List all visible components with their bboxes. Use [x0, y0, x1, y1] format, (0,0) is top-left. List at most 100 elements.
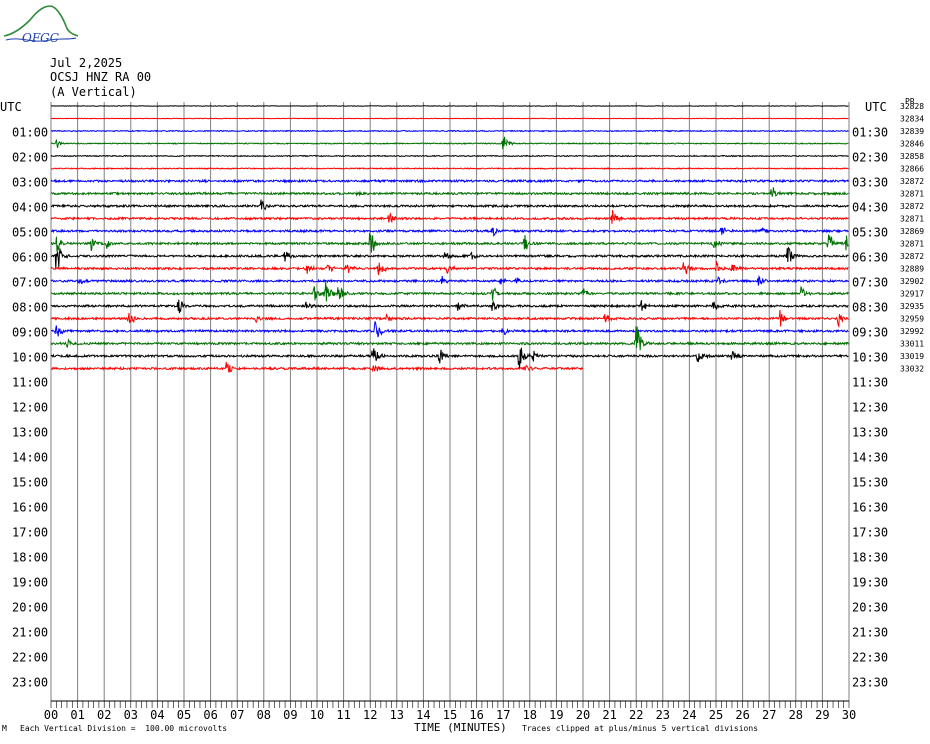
- right-hour-label: 22:30: [852, 651, 888, 665]
- logo-text: OFGC: [22, 31, 59, 45]
- logo-wave: [5, 37, 77, 42]
- x-tick-label: 21: [602, 708, 616, 722]
- x-tick-label: 29: [815, 708, 829, 722]
- trace-row: [50, 326, 849, 351]
- left-hour-label: 14:00: [12, 451, 48, 465]
- division-note: Each Vertical Division = 100.00 microvol…: [20, 724, 228, 733]
- right-hour-label: 04:30: [852, 201, 888, 215]
- trace-offset-label: 32902: [900, 277, 924, 286]
- trace-offset-label: 32828: [900, 102, 924, 111]
- x-tick-label: 27: [762, 708, 776, 722]
- left-hour-label: 02:00: [12, 151, 48, 165]
- seismic-traces: [50, 105, 849, 373]
- x-tick-label: 13: [390, 708, 404, 722]
- trace-row: [50, 154, 849, 158]
- trace-row: [50, 274, 849, 286]
- left-hour-label: 09:00: [12, 326, 48, 340]
- x-tick-label: 30: [842, 708, 856, 722]
- x-tick-label: 25: [709, 708, 723, 722]
- x-tick-label: 24: [682, 708, 696, 722]
- trace-offset-label: 32846: [900, 140, 924, 149]
- trace-row: [50, 299, 849, 314]
- right-hour-label: 13:30: [852, 426, 888, 440]
- trace-row: [50, 187, 849, 197]
- trace-row: [50, 167, 849, 170]
- right-hour-label: 07:30: [852, 276, 888, 290]
- trace-offset-label: 33019: [900, 352, 924, 361]
- trace-row: [50, 178, 849, 184]
- trace-offset-label: 32871: [900, 190, 924, 199]
- logo-mountain: [3, 5, 79, 37]
- right-hour-label: 01:30: [852, 126, 888, 140]
- right-hour-label: 14:30: [852, 451, 888, 465]
- x-tick-label: 08: [257, 708, 271, 722]
- left-hour-label: 17:00: [12, 526, 48, 540]
- x-tick-label: 23: [656, 708, 670, 722]
- left-hour-label: 23:00: [12, 676, 48, 690]
- axis-labels: 00 01 02 03 04 05 06 07 08 09 10 11 12 13 14 15 16 17 18 19…: [12, 102, 924, 722]
- station-channel: OCSJ HNZ RA 00: [50, 70, 152, 84]
- trace-offset-label: 32858: [900, 152, 924, 161]
- right-hour-label: 10:30: [852, 351, 888, 365]
- trace-row: [50, 226, 849, 238]
- trace-offset-label: 32917: [900, 290, 924, 299]
- left-hour-label: 15:00: [12, 476, 48, 490]
- left-hour-label: 19:00: [12, 576, 48, 590]
- trace-row: [50, 129, 849, 133]
- trace-row: [50, 281, 849, 302]
- left-hour-label: 06:00: [12, 251, 48, 265]
- right-hour-label: 09:30: [852, 326, 888, 340]
- trace-offset-label: 32834: [900, 115, 924, 124]
- left-hour-label: 18:00: [12, 551, 48, 565]
- x-tick-label: 11: [336, 708, 350, 722]
- right-hour-label: 03:30: [852, 176, 888, 190]
- trace-row: [50, 347, 849, 370]
- right-hour-label: 08:30: [852, 301, 888, 315]
- x-tick-label: 00: [44, 708, 58, 722]
- right-hour-label: 02:30: [852, 151, 888, 165]
- ofgc-logo: OFGC: [3, 5, 79, 45]
- right-hour-label: 16:30: [852, 501, 888, 515]
- right-hour-label: 06:30: [852, 251, 888, 265]
- right-hour-label: 05:30: [852, 226, 888, 240]
- trace-row: [50, 309, 849, 329]
- left-hour-label: 20:00: [12, 601, 48, 615]
- x-tick-label: 04: [150, 708, 164, 722]
- x-tick-label: 01: [70, 708, 84, 722]
- right-hour-label: 18:30: [852, 551, 888, 565]
- right-hour-label: 12:30: [852, 401, 888, 415]
- trace-offset-label: 32935: [900, 302, 924, 311]
- left-hour-label: 13:00: [12, 426, 48, 440]
- x-tick-label: 10: [310, 708, 324, 722]
- trace-offset-label: 32869: [900, 227, 924, 236]
- left-utc-label: UTC: [0, 100, 22, 114]
- trace-row: [50, 209, 849, 224]
- trace-offset-label: 32839: [900, 127, 924, 136]
- trace-offset-label: 32871: [900, 215, 924, 224]
- x-tick-label: 05: [177, 708, 191, 722]
- trace-row: [50, 361, 584, 373]
- minute-grid: [50, 102, 850, 708]
- trace-offset-label: 32959: [900, 315, 924, 324]
- record-date: Jul 2,2025: [50, 56, 123, 70]
- left-hour-label: 04:00: [12, 201, 48, 215]
- x-tick-label: 28: [789, 708, 803, 722]
- left-hour-label: 21:00: [12, 626, 48, 640]
- x-tick-label: 17: [496, 708, 510, 722]
- x-tick-label: 18: [523, 708, 537, 722]
- corner-note: PR: [905, 97, 915, 106]
- x-tick-label: 16: [469, 708, 483, 722]
- trace-offset-label: 32871: [900, 240, 924, 249]
- right-hour-label: 11:30: [852, 376, 888, 390]
- left-hour-label: 08:00: [12, 301, 48, 315]
- trace-row: [51, 321, 849, 338]
- clip-note: Traces clipped at plus/minus 5 vertical …: [522, 724, 759, 733]
- x-tick-label: 02: [97, 708, 111, 722]
- x-tick-label: 14: [416, 708, 430, 722]
- corner-mark: M: [2, 724, 7, 733]
- trace-row: [50, 136, 849, 150]
- x-tick-label: 22: [629, 708, 643, 722]
- x-tick-label: 26: [735, 708, 749, 722]
- trace-row: [50, 232, 849, 253]
